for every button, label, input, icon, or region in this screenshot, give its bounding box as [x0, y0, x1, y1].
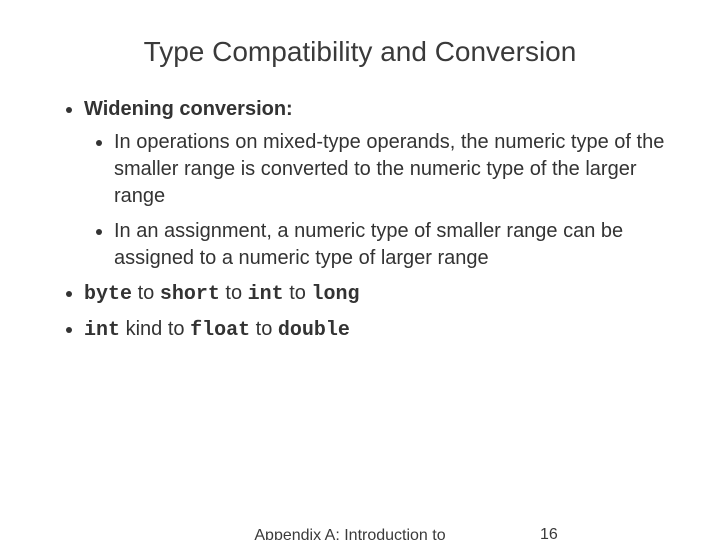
footer-center-text: Appendix A: Introduction to Java [240, 526, 460, 540]
sub-bullet-operations: In operations on mixed-type operands, th… [114, 129, 670, 210]
sep-text: to [250, 318, 278, 340]
sep-text: to [284, 282, 312, 304]
sub-bullet-assignment: In an assignment, a numeric type of smal… [114, 218, 670, 272]
type-int: int [248, 283, 284, 306]
type-byte: byte [84, 283, 132, 306]
bullet-widening-label: Widening conversion: [84, 98, 293, 120]
bullet-integer-chain: byte to short to int to long [84, 280, 670, 308]
sep-text: to [220, 282, 248, 304]
type-float: float [190, 319, 250, 342]
sep-text: kind to [120, 318, 190, 340]
type-long: long [311, 283, 359, 306]
slide-title: Type Compatibility and Conversion [0, 0, 720, 96]
bullet-float-chain: int kind to float to double [84, 316, 670, 344]
sep-text: to [132, 282, 160, 304]
type-short: short [160, 283, 220, 306]
type-int: int [84, 319, 120, 342]
bullet-widening: Widening conversion: In operations on mi… [84, 96, 670, 272]
slide: Type Compatibility and Conversion Wideni… [0, 0, 720, 540]
page-number: 16 [540, 526, 558, 540]
bullet-list: Widening conversion: In operations on mi… [60, 96, 670, 344]
type-double: double [278, 319, 350, 342]
slide-body: Widening conversion: In operations on mi… [0, 96, 720, 344]
bullet-widening-sublist: In operations on mixed-type operands, th… [84, 129, 670, 272]
